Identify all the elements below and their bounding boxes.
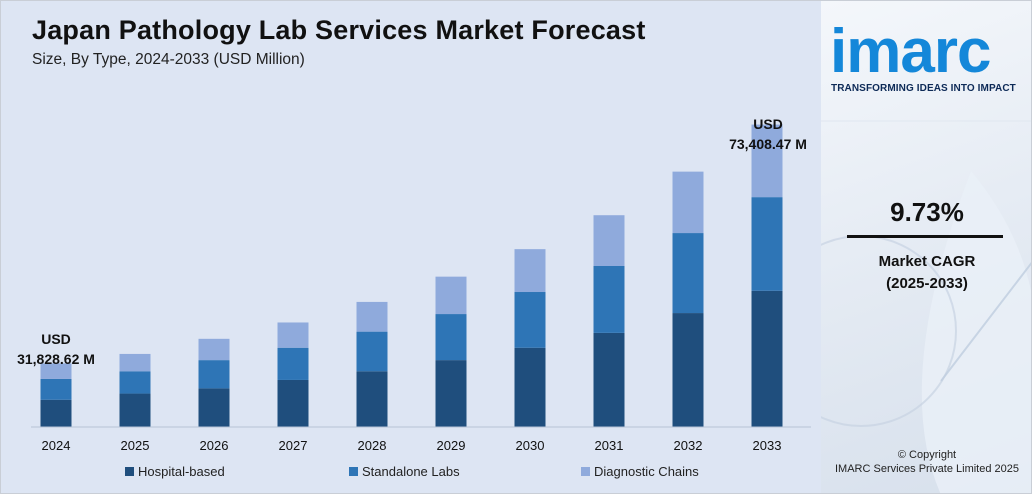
- bar-2031-standalone: [593, 266, 625, 333]
- legend: Hospital-based Standalone Labs Diagnosti…: [1, 464, 821, 482]
- legend-item-diagnostic: Diagnostic Chains: [581, 464, 699, 479]
- bar-2033-hospital: [751, 290, 783, 427]
- bar-2026-hospital: [198, 388, 230, 427]
- bar-2032-standalone: [672, 233, 704, 314]
- bar-2030-diagnostic: [514, 249, 546, 293]
- legend-label-hospital: Hospital-based: [138, 464, 225, 479]
- bar-2025-diagnostic: [119, 353, 151, 372]
- bar-2032-hospital: [672, 313, 704, 427]
- chart-subtitle: Size, By Type, 2024-2033 (USD Million): [32, 51, 305, 68]
- bar-2033-standalone: [751, 197, 783, 291]
- cagr-label-line1: Market CAGR: [878, 253, 976, 270]
- bar-2029-hospital: [435, 360, 467, 427]
- x-tick-2031: 2031: [595, 438, 624, 453]
- bar-2028-standalone: [356, 331, 388, 372]
- chart-title: Japan Pathology Lab Services Market Fore…: [32, 15, 646, 45]
- x-tick-2026: 2026: [200, 438, 229, 453]
- bar-2029-diagnostic: [435, 276, 467, 315]
- legend-label-diagnostic: Diagnostic Chains: [594, 464, 699, 479]
- bar-2027-standalone: [277, 347, 309, 380]
- bar-2030-hospital: [514, 347, 546, 427]
- first-total-currency: USD: [41, 331, 71, 347]
- bar-plot: 2024 2025 2026 2027 2028 2029 2030 2031 2032 2033…: [17, 116, 811, 453]
- bar-2024-hospital: [40, 399, 72, 427]
- legend-swatch-standalone: [349, 467, 358, 476]
- bar-2027-hospital: [277, 379, 309, 427]
- legend-item-standalone: Standalone Labs: [349, 464, 460, 479]
- x-tick-2025: 2025: [121, 438, 150, 453]
- bar-2027-diagnostic: [277, 322, 309, 348]
- bar-2024-standalone: [40, 378, 72, 400]
- x-tick-2029: 2029: [437, 438, 466, 453]
- bar-2032-diagnostic: [672, 171, 704, 234]
- x-tick-2030: 2030: [516, 438, 545, 453]
- bar-2026-standalone: [198, 360, 230, 389]
- bar-2031-diagnostic: [593, 215, 625, 266]
- bar-2025-hospital: [119, 393, 151, 427]
- bar-2026-diagnostic: [198, 338, 230, 361]
- x-tick-2033: 2033: [753, 438, 782, 453]
- bar-2028-diagnostic: [356, 301, 388, 332]
- cagr-label-line2: (2025-2033): [886, 275, 968, 292]
- x-tick-2028: 2028: [358, 438, 387, 453]
- x-tick-2027: 2027: [279, 438, 308, 453]
- bar-2029-standalone: [435, 314, 467, 361]
- x-tick-2024: 2024: [42, 438, 71, 453]
- bar-2025-standalone: [119, 371, 151, 394]
- legend-label-standalone: Standalone Labs: [362, 464, 460, 479]
- bar-group: [40, 124, 783, 427]
- imarc-logo: imarc: [830, 17, 991, 86]
- cagr-divider: [847, 235, 1003, 238]
- side-panel: imarc TRANSFORMING IDEAS INTO IMPACT 9.7…: [821, 1, 1031, 493]
- bar-2033-diagnostic: [751, 124, 783, 198]
- cagr-label: Market CAGR (2025-2033): [821, 251, 1031, 295]
- x-tick-labels: 2024 2025 2026 2027 2028 2029 2030 2031 2032 2033: [42, 438, 782, 453]
- legend-item-hospital: Hospital-based: [125, 464, 225, 479]
- logo-tagline: TRANSFORMING IDEAS INTO IMPACT: [831, 83, 1016, 94]
- legend-swatch-hospital: [125, 467, 134, 476]
- bar-2024-diagnostic: [40, 363, 72, 379]
- copyright: © Copyright IMARC Services Private Limit…: [821, 448, 1031, 476]
- last-total-value: 73,408.47 M: [729, 136, 807, 152]
- legend-swatch-diagnostic: [581, 467, 590, 476]
- bar-2031-hospital: [593, 332, 625, 427]
- cagr-value: 9.73%: [890, 197, 964, 227]
- copyright-line2: IMARC Services Private Limited 2025: [834, 463, 1019, 475]
- chart-panel: Japan Pathology Lab Services Market Fore…: [1, 1, 821, 493]
- bar-2028-hospital: [356, 371, 388, 427]
- last-total-currency: USD: [753, 116, 783, 132]
- copyright-line1: © Copyright: [897, 449, 957, 461]
- x-tick-2032: 2032: [674, 438, 703, 453]
- bar-2030-standalone: [514, 292, 546, 348]
- first-total-value: 31,828.62 M: [17, 351, 95, 367]
